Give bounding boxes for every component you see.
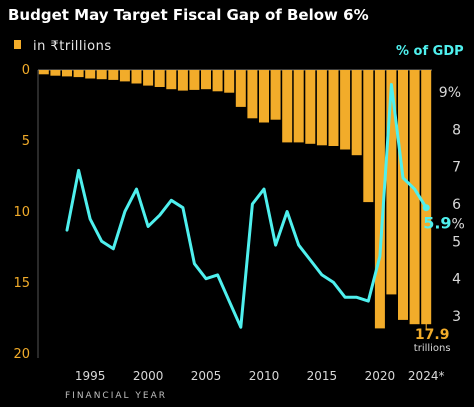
bar-1994 [73, 70, 84, 78]
bar-2000 [143, 70, 154, 86]
bar-2017 [340, 70, 351, 150]
y-tick-20: 20 [13, 347, 30, 362]
x-axis-ticks: 1995 2000 2005 2010 2015 2020 2024* [75, 369, 445, 383]
left-axis-ticks: 0 5 10 15 20 [13, 63, 30, 362]
right-tick-4: 4 [452, 272, 461, 288]
bar-2023 [409, 70, 420, 325]
bar-1996 [96, 70, 107, 80]
line-end-label: 5.9% [423, 214, 465, 233]
bar-2015 [316, 70, 327, 146]
bar-2009 [247, 70, 258, 119]
bar-1997 [108, 70, 119, 80]
bar-2019 [363, 70, 374, 203]
legend-swatch [14, 40, 21, 49]
bar-end-unit: trillions [414, 343, 451, 354]
bar-2004 [189, 70, 200, 90]
x-tick-1995: 1995 [75, 369, 106, 383]
line-end-unit: % [452, 217, 465, 233]
bar-2014 [305, 70, 316, 144]
x-tick-2010: 2010 [249, 369, 280, 383]
y-tick-5: 5 [22, 134, 30, 149]
chart-title: Budget May Target Fiscal Gap of Below 6% [8, 6, 369, 24]
bar-2016 [328, 70, 339, 146]
bar-1993 [62, 70, 72, 77]
bar-2012 [282, 70, 293, 143]
right-tick-6: 6 [452, 197, 461, 213]
bar-2018 [351, 70, 362, 156]
line-end-marker [422, 204, 430, 212]
x-axis-title: FINANCIAL YEAR [65, 391, 167, 401]
x-tick-2020: 2020 [365, 369, 396, 383]
legend-label: in ₹trillions [33, 39, 112, 54]
bar-2006 [212, 70, 223, 92]
bar-2022 [398, 70, 408, 320]
bar-2003 [177, 70, 188, 91]
right-tick-5: 5 [452, 234, 461, 250]
bar-2001 [154, 70, 165, 87]
bar-2013 [293, 70, 304, 143]
bar-1998 [119, 70, 130, 82]
line-end-value: 5.9 [423, 214, 451, 233]
bar-2020 [374, 70, 385, 329]
right-tick-3: 3 [452, 309, 461, 325]
bar-1991 [38, 70, 49, 75]
bar-2010 [259, 70, 269, 123]
x-tick-2000: 2000 [133, 369, 164, 383]
bar-end-value: 17.9 [415, 327, 450, 343]
bar-2005 [201, 70, 211, 90]
right-tick-9: 9% [439, 85, 461, 101]
right-tick-7: 7 [452, 160, 461, 176]
y-tick-0: 0 [22, 63, 30, 78]
bar-2007 [224, 70, 235, 93]
x-tick-2024: 2024* [408, 369, 445, 383]
x-tick-2015: 2015 [307, 369, 338, 383]
y-tick-10: 10 [13, 205, 30, 220]
gdp-share-line [65, 83, 428, 329]
bar-1999 [131, 70, 142, 84]
right-tick-8: 8 [452, 122, 461, 138]
bar-2024 [421, 70, 432, 325]
bar-2021 [386, 70, 397, 295]
bar-2008 [235, 70, 246, 107]
bar-1992 [50, 70, 61, 76]
bar-2002 [166, 70, 177, 90]
bar-1995 [85, 70, 96, 79]
y-tick-15: 15 [13, 276, 30, 291]
bar-2011 [270, 70, 281, 120]
x-tick-2005: 2005 [191, 369, 222, 383]
right-axis-ticks: 3 4 5 6 7 8 9% [439, 85, 461, 325]
right-axis-title: % of GDP [396, 44, 464, 59]
bar-series [38, 70, 432, 329]
